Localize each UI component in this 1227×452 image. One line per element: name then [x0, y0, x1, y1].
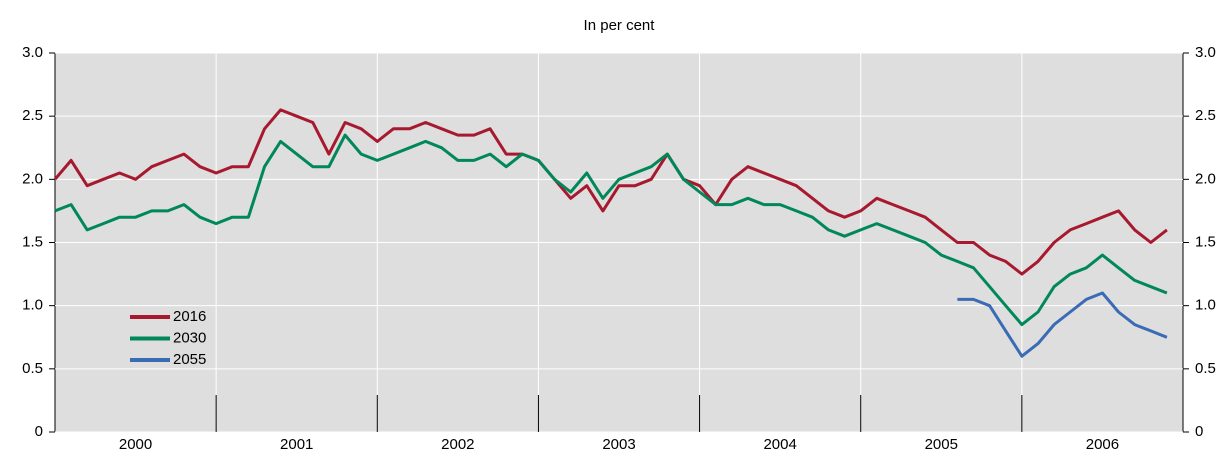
x-tick-label: 2003: [602, 436, 635, 452]
y2-tick-label: 3.0: [1195, 44, 1216, 61]
y-tick-label: 0.5: [22, 360, 43, 377]
y2-tick-label: 2.0: [1195, 170, 1216, 187]
x-tick-label: 2005: [925, 436, 958, 452]
y2-tick-label: 0: [1195, 423, 1203, 440]
y-tick-label: 2.0: [22, 170, 43, 187]
y-tick-label: 1.5: [22, 233, 43, 250]
y-tick-label: 0: [35, 423, 43, 440]
y2-tick-label: 0.5: [1195, 360, 1216, 377]
chart-title: In per cent: [584, 17, 656, 34]
line-series: [957, 291, 1168, 358]
y2-tick-label: 2.5: [1195, 107, 1216, 124]
y-tick-label: 2.5: [22, 107, 43, 124]
y2-tick-label: 1.5: [1195, 233, 1216, 250]
y-tick-label: 1.0: [22, 297, 43, 314]
line-series: [54, 133, 1168, 327]
y-tick-label: 3.0: [22, 44, 43, 61]
legend-label: 2055: [173, 351, 206, 368]
legend-label: 2030: [173, 329, 206, 346]
x-tick-label: 2001: [280, 436, 313, 452]
line-series: [53, 108, 1168, 276]
x-tick-label: 2006: [1086, 436, 1119, 452]
y2-tick-label: 1.0: [1195, 297, 1216, 314]
x-tick-label: 2002: [441, 436, 474, 452]
x-tick-label: 2000: [119, 436, 152, 452]
legend-label: 2016: [173, 308, 206, 325]
x-tick-label: 2004: [763, 436, 796, 452]
